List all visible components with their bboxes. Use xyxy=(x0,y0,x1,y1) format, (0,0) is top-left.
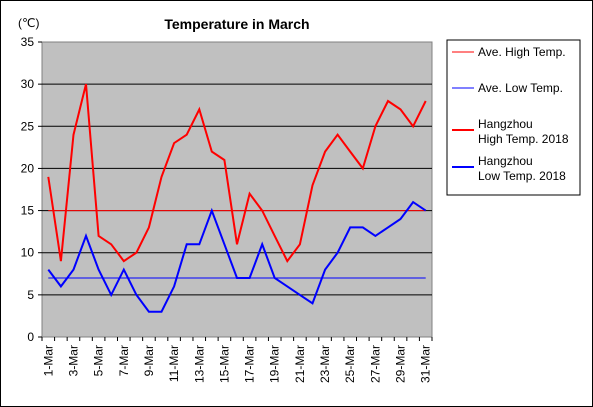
series-lines xyxy=(47,83,427,313)
legend-label: Hangzhou Low Temp. 2018 xyxy=(478,154,566,183)
y-axis-ticks: 0 5 10 15 20 25 30 35 xyxy=(21,35,42,344)
series-line xyxy=(47,83,427,263)
legend-label: Hangzhou High Temp. 2018 xyxy=(478,117,569,146)
x-tick-label: 9-Mar xyxy=(142,345,156,376)
y-tick-label: 15 xyxy=(21,204,35,218)
y-tick-label: 0 xyxy=(27,330,34,344)
x-tick-label: 21-Mar xyxy=(293,345,307,383)
legend-entries: Ave. High Temp. Ave. Low Temp. Hangzhou Hig… xyxy=(452,45,569,183)
x-tick-label: 3-Mar xyxy=(66,345,80,376)
y-unit-label: (℃) xyxy=(18,16,39,30)
y-tick-label: 20 xyxy=(21,161,35,175)
x-tick-label: 7-Mar xyxy=(117,345,131,376)
chart-title: Temperature in March xyxy=(164,16,309,32)
series-line xyxy=(47,200,427,313)
plot-area xyxy=(41,41,433,338)
x-tick-label: 1-Mar xyxy=(41,345,55,376)
x-tick-label: 29-Mar xyxy=(394,345,408,383)
x-tick-label: 13-Mar xyxy=(192,345,206,383)
x-tick-label: 5-Mar xyxy=(92,345,106,376)
x-tick-label: 11-Mar xyxy=(167,345,181,382)
y-tick-label: 30 xyxy=(21,77,35,91)
x-tick-label: 19-Mar xyxy=(268,345,282,383)
x-tick-label: 25-Mar xyxy=(343,345,357,383)
legend xyxy=(446,39,581,196)
x-tick-label: 23-Mar xyxy=(318,345,332,383)
x-tick-label: 15-Mar xyxy=(217,345,231,383)
y-tick-label: 35 xyxy=(21,35,35,49)
y-tick-label: 5 xyxy=(27,288,34,302)
legend-label: Ave. High Temp. xyxy=(478,45,566,59)
y-tick-label: 25 xyxy=(21,119,35,133)
x-tick-label: 17-Mar xyxy=(243,345,257,383)
legend-label: Ave. Low Temp. xyxy=(478,81,563,95)
x-tick-label: 31-Mar xyxy=(419,345,433,383)
x-tick-label: 27-Mar xyxy=(368,345,382,383)
x-axis-ticks: 1-Mar 3-Mar 5-Mar 7-Mar 9-Mar 11-Mar 13-Mar 15-… xyxy=(41,337,433,383)
y-tick-label: 10 xyxy=(21,246,35,260)
